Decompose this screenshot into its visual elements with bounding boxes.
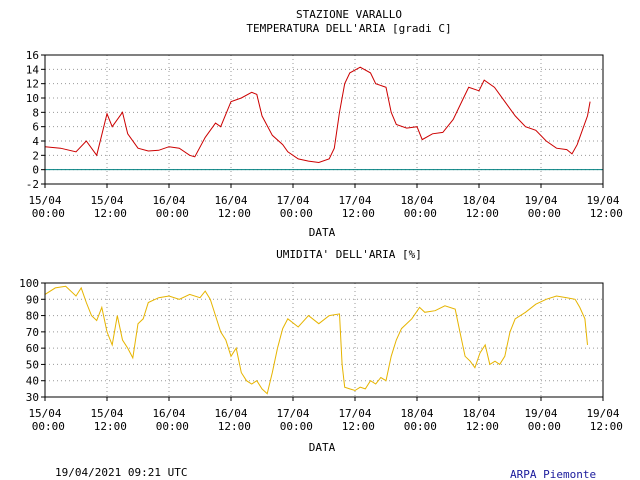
x-tick-label: 17/04 12:00 bbox=[335, 407, 375, 433]
y-tick-label: 16 bbox=[26, 49, 39, 62]
x-tick-label: 17/04 12:00 bbox=[335, 194, 375, 220]
y-tick-label: 30 bbox=[26, 391, 39, 404]
source: ARPA Piemonte bbox=[510, 468, 596, 480]
x-tick-label: 15/04 12:00 bbox=[87, 194, 127, 220]
y-tick-label: 70 bbox=[26, 326, 39, 339]
chart-subtitle: TEMPERATURA DELL'ARIA [gradi C] bbox=[246, 22, 451, 35]
plot-frame bbox=[44, 54, 604, 185]
x-tick-label: 18/04 12:00 bbox=[459, 194, 499, 220]
data-line bbox=[44, 285, 588, 395]
x-tick-label: 16/04 00:00 bbox=[149, 194, 189, 220]
plot-frame bbox=[44, 282, 604, 398]
chart-title: UMIDITA' DELL'ARIA [%] bbox=[276, 248, 422, 261]
x-tick-label: 18/04 00:00 bbox=[397, 194, 437, 220]
x-axis-label: DATA bbox=[309, 441, 336, 454]
x-tick-label: 16/04 12:00 bbox=[211, 407, 251, 433]
y-tick-label: 60 bbox=[26, 342, 39, 355]
data-line bbox=[44, 66, 591, 164]
x-tick-label: 19/04 12:00 bbox=[583, 407, 623, 433]
x-tick-label: 17/04 00:00 bbox=[273, 407, 313, 433]
y-tick-label: 40 bbox=[26, 375, 39, 388]
x-tick-label: 19/04 00:00 bbox=[521, 407, 561, 433]
x-tick-label: 16/04 00:00 bbox=[149, 407, 189, 433]
y-tick-label: 2 bbox=[32, 149, 39, 162]
x-tick-label: 16/04 12:00 bbox=[211, 194, 251, 220]
x-tick-label: 18/04 00:00 bbox=[397, 407, 437, 433]
y-tick-label: 14 bbox=[26, 63, 40, 76]
x-tick-label: 17/04 00:00 bbox=[273, 194, 313, 220]
y-tick-label: 6 bbox=[32, 121, 39, 134]
chart-title: STAZIONE VARALLO bbox=[296, 8, 402, 21]
y-tick-label: 80 bbox=[26, 310, 39, 323]
x-tick-label: 15/04 00:00 bbox=[25, 407, 65, 433]
x-tick-label: 19/04 00:00 bbox=[521, 194, 561, 220]
y-tick-label: 8 bbox=[32, 106, 39, 119]
y-tick-label: 10 bbox=[26, 92, 39, 105]
x-axis-label: DATA bbox=[309, 226, 336, 239]
y-tick-label: 100 bbox=[19, 277, 39, 290]
y-tick-label: 50 bbox=[26, 358, 39, 371]
y-tick-label: 4 bbox=[32, 135, 39, 148]
timestamp: 19/04/2021 09:21 UTC bbox=[55, 466, 187, 479]
y-tick-label: -2 bbox=[26, 178, 39, 191]
x-tick-label: 15/04 12:00 bbox=[87, 407, 127, 433]
y-tick-label: 90 bbox=[26, 293, 39, 306]
x-tick-label: 18/04 12:00 bbox=[459, 407, 499, 433]
x-tick-label: 19/04 12:00 bbox=[583, 194, 623, 220]
y-tick-label: 0 bbox=[32, 164, 39, 177]
x-tick-label: 15/04 00:00 bbox=[25, 194, 65, 220]
y-tick-label: 12 bbox=[26, 78, 39, 91]
